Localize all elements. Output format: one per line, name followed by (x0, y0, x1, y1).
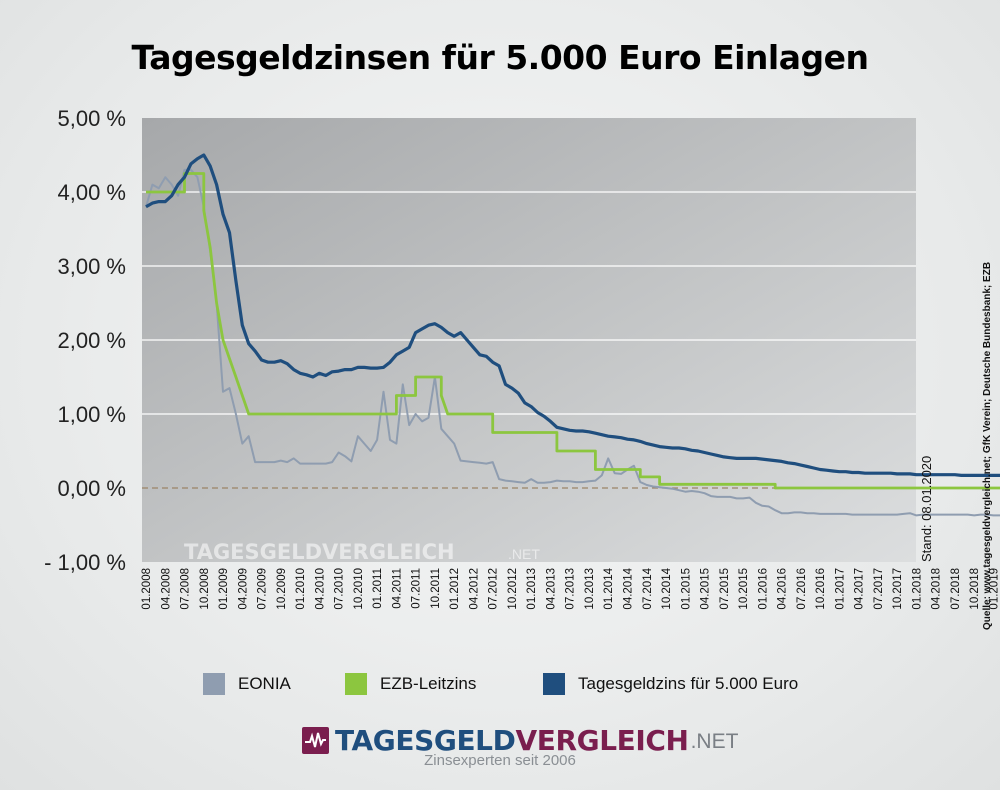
x-tick-label: 01.2011 (372, 568, 384, 609)
x-tick-label: 04.2010 (314, 568, 326, 610)
x-tick-label: 10.2014 (661, 567, 673, 609)
logo-wordmark: TAGESGELDVERGLEICH (335, 724, 689, 757)
x-tick-label: 04.2013 (545, 568, 557, 610)
x-tick-label: 10.2016 (815, 568, 827, 610)
logo-suffix: .NET (690, 730, 739, 753)
legend-swatch (345, 673, 367, 695)
x-tick-label: 10.2009 (276, 568, 288, 610)
logo: TAGESGELDVERGLEICH .NET (302, 720, 738, 760)
chart-title: Tagesgeldzinsen für 5.000 Euro Einlagen (131, 38, 869, 77)
x-tick-label: 01.2010 (295, 568, 307, 610)
x-tick-label: 07.2015 (719, 568, 731, 610)
x-tick-label: 01.2018 (911, 568, 923, 610)
x-tick-label: 10.2012 (507, 568, 519, 610)
legend-swatch (543, 673, 565, 695)
legend-item: EONIA (203, 669, 291, 699)
x-tick-label: 01.2008 (141, 568, 153, 610)
legend-swatch (203, 673, 225, 695)
x-tick-label: 04.2014 (623, 567, 635, 609)
legend-label: Tagesgeldzins für 5.000 Euro (578, 674, 799, 693)
series-line-3 (145, 153, 1000, 477)
y-tick-label: 1,00 % (58, 402, 127, 427)
legend-item: Tagesgeldzins für 5.000 Euro (543, 669, 798, 699)
x-tick-label: 01.2013 (526, 568, 538, 610)
x-tick-label: 04.2017 (854, 568, 866, 610)
x-tick-label: 07.2018 (950, 568, 962, 610)
series-line-1 (145, 168, 1000, 517)
x-tick-label: 04.2008 (160, 568, 172, 610)
x-tick-label: 04.2015 (700, 568, 712, 610)
y-tick-label: 4,00 % (58, 180, 127, 205)
x-tick-label: 01.2015 (680, 568, 692, 610)
x-tick-label: 10.2008 (199, 568, 211, 610)
x-tick-label: 01.2017 (834, 568, 846, 610)
y-axis-labels: 5,00 % 4,00 % 3,00 % 2,00 % 1,00 % 0,00 % - 1,… (44, 106, 126, 575)
series-lines (145, 153, 1000, 517)
x-tick-label: 01.2019 (988, 568, 1000, 610)
x-tick-label: 04.2016 (777, 568, 789, 610)
x-tick-label: 04.2009 (237, 568, 249, 610)
source-annotation: Quelle: www.tagesgeldvergleich.net; GfK … (982, 262, 993, 630)
legend-label: EZB-Leitzins (380, 674, 477, 693)
y-tick-label: 3,00 % (58, 254, 127, 279)
stand-annotation: Stand: 08.01.2020 (919, 456, 934, 562)
x-tick-label: 07.2009 (257, 568, 269, 610)
watermark-suffix: .NET (508, 546, 540, 562)
legend-label: EONIA (238, 674, 291, 693)
logo-part2: VERGLEICH (515, 723, 689, 757)
x-tick-label: 01.2012 (449, 568, 461, 610)
x-tick-label: 10.2011 (430, 568, 442, 609)
x-tick-label: 07.2011 (411, 568, 423, 609)
x-tick-label: 07.2012 (488, 568, 500, 610)
x-tick-label: 10.2017 (892, 568, 904, 610)
watermark-text: TAGESGELDVERGLEICH (184, 540, 455, 564)
series-line-2 (146, 172, 1000, 490)
x-tick-label: 07.2014 (642, 567, 654, 609)
x-tick-label: 01.2014 (603, 567, 615, 609)
y-tick-label: 0,00 % (58, 476, 127, 501)
logo-tagline: Zinsexperten seit 2006 (424, 752, 576, 769)
x-tick-label: 10.2015 (738, 568, 750, 610)
x-tick-label: 07.2017 (873, 568, 885, 610)
x-tick-label: 10.2010 (353, 568, 365, 610)
x-tick-label: 10.2018 (969, 568, 981, 610)
x-tick-label: 10.2013 (584, 568, 596, 610)
watermark: TAGESGELDVERGLEICH .NET (184, 540, 540, 564)
legend-item: EZB-Leitzins (345, 669, 476, 699)
y-tick-label: - 1,00 % (44, 550, 126, 575)
logo-part1: TAGESGELD (335, 723, 516, 757)
x-tick-label: 07.2010 (334, 568, 346, 610)
x-tick-label: 01.2016 (757, 568, 769, 610)
x-tick-label: 01.2009 (218, 568, 230, 610)
x-tick-label: 04.2012 (468, 568, 480, 610)
y-tick-label: 2,00 % (58, 328, 127, 353)
x-tick-label: 04.2018 (931, 568, 943, 610)
x-axis-labels: 01.2008 04.2008 07.2008 10.2008 01.2009 04.20… (141, 567, 1000, 609)
legend: EONIA EZB-Leitzins Tagesgeldzins für 5.000… (0, 669, 1000, 699)
line-chart: TAGESGELDVERGLEICH .NET 5,00 % 4,00 % 3,00 … (44, 106, 1000, 630)
x-tick-label: 07.2016 (796, 568, 808, 610)
y-tick-label: 5,00 % (58, 106, 127, 131)
x-tick-label: 07.2008 (180, 568, 192, 610)
pulse-icon (302, 726, 329, 754)
x-tick-label: 07.2013 (565, 568, 577, 610)
x-tick-label: 04.2011 (391, 568, 403, 609)
